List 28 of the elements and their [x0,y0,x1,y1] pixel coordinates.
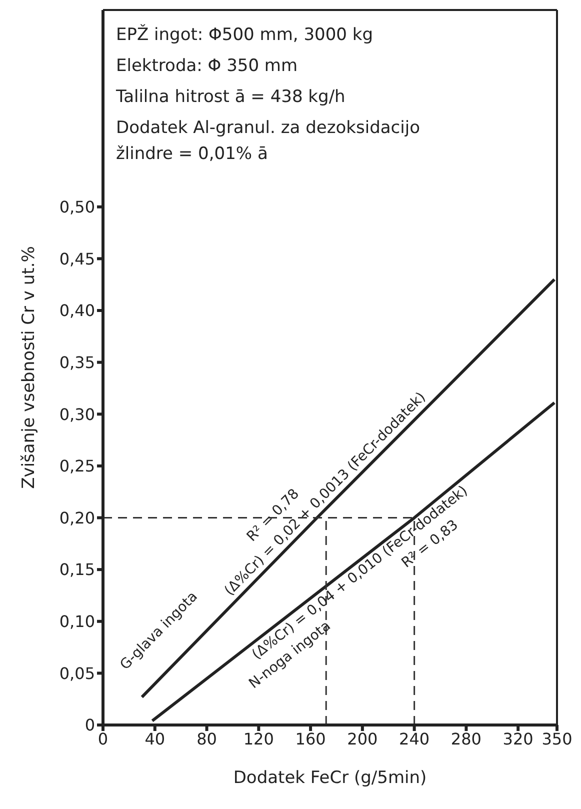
y-tick-label: 0,40 [59,301,95,320]
x-tick-label: 80 [196,729,217,748]
y-axis-title: Zvišanje vsebnosti Cr v ut.% [19,246,40,489]
x-tick-label: 350 [542,729,572,748]
y-tick-label: 0 [84,716,95,735]
x-tick-label: 120 [243,729,274,748]
y-tick-label: 0,15 [59,560,95,580]
y-tick-label: 0,20 [59,508,95,528]
x-tick-label: 160 [295,729,326,748]
annotation: žlindre = 0,01% ā [116,144,269,164]
y-tick-label: 0,45 [59,249,95,268]
x-tick-label: 0 [98,729,108,748]
annotation: Talilna hitrost ā = 438 kg/h [116,86,346,109]
x-tick-label: 200 [347,729,378,748]
annotation: EPŽ ingot: Φ500 mm, 3000 kg [116,23,374,47]
x-axis-title: Dodatek FeCr (g/5min) [233,768,427,788]
x-tick-label: 320 [502,729,534,748]
y-tick-label: 0,25 [59,456,95,476]
y-tick-label: 0,05 [59,664,95,683]
annotation: Elektroda: Φ 350 mm [116,55,299,78]
x-tick-label: 240 [399,729,430,748]
y-tick-label: 0,10 [59,612,95,632]
x-tick-label: 40 [144,729,166,748]
y-tick-label: 0,35 [59,353,95,372]
y-tick-label: 0,50 [59,198,95,217]
x-tick-label: 280 [450,729,482,748]
annotation: Dodatek Al-granul. za dezoksidacijo [116,117,420,140]
y-tick-label: 0,30 [59,404,95,424]
